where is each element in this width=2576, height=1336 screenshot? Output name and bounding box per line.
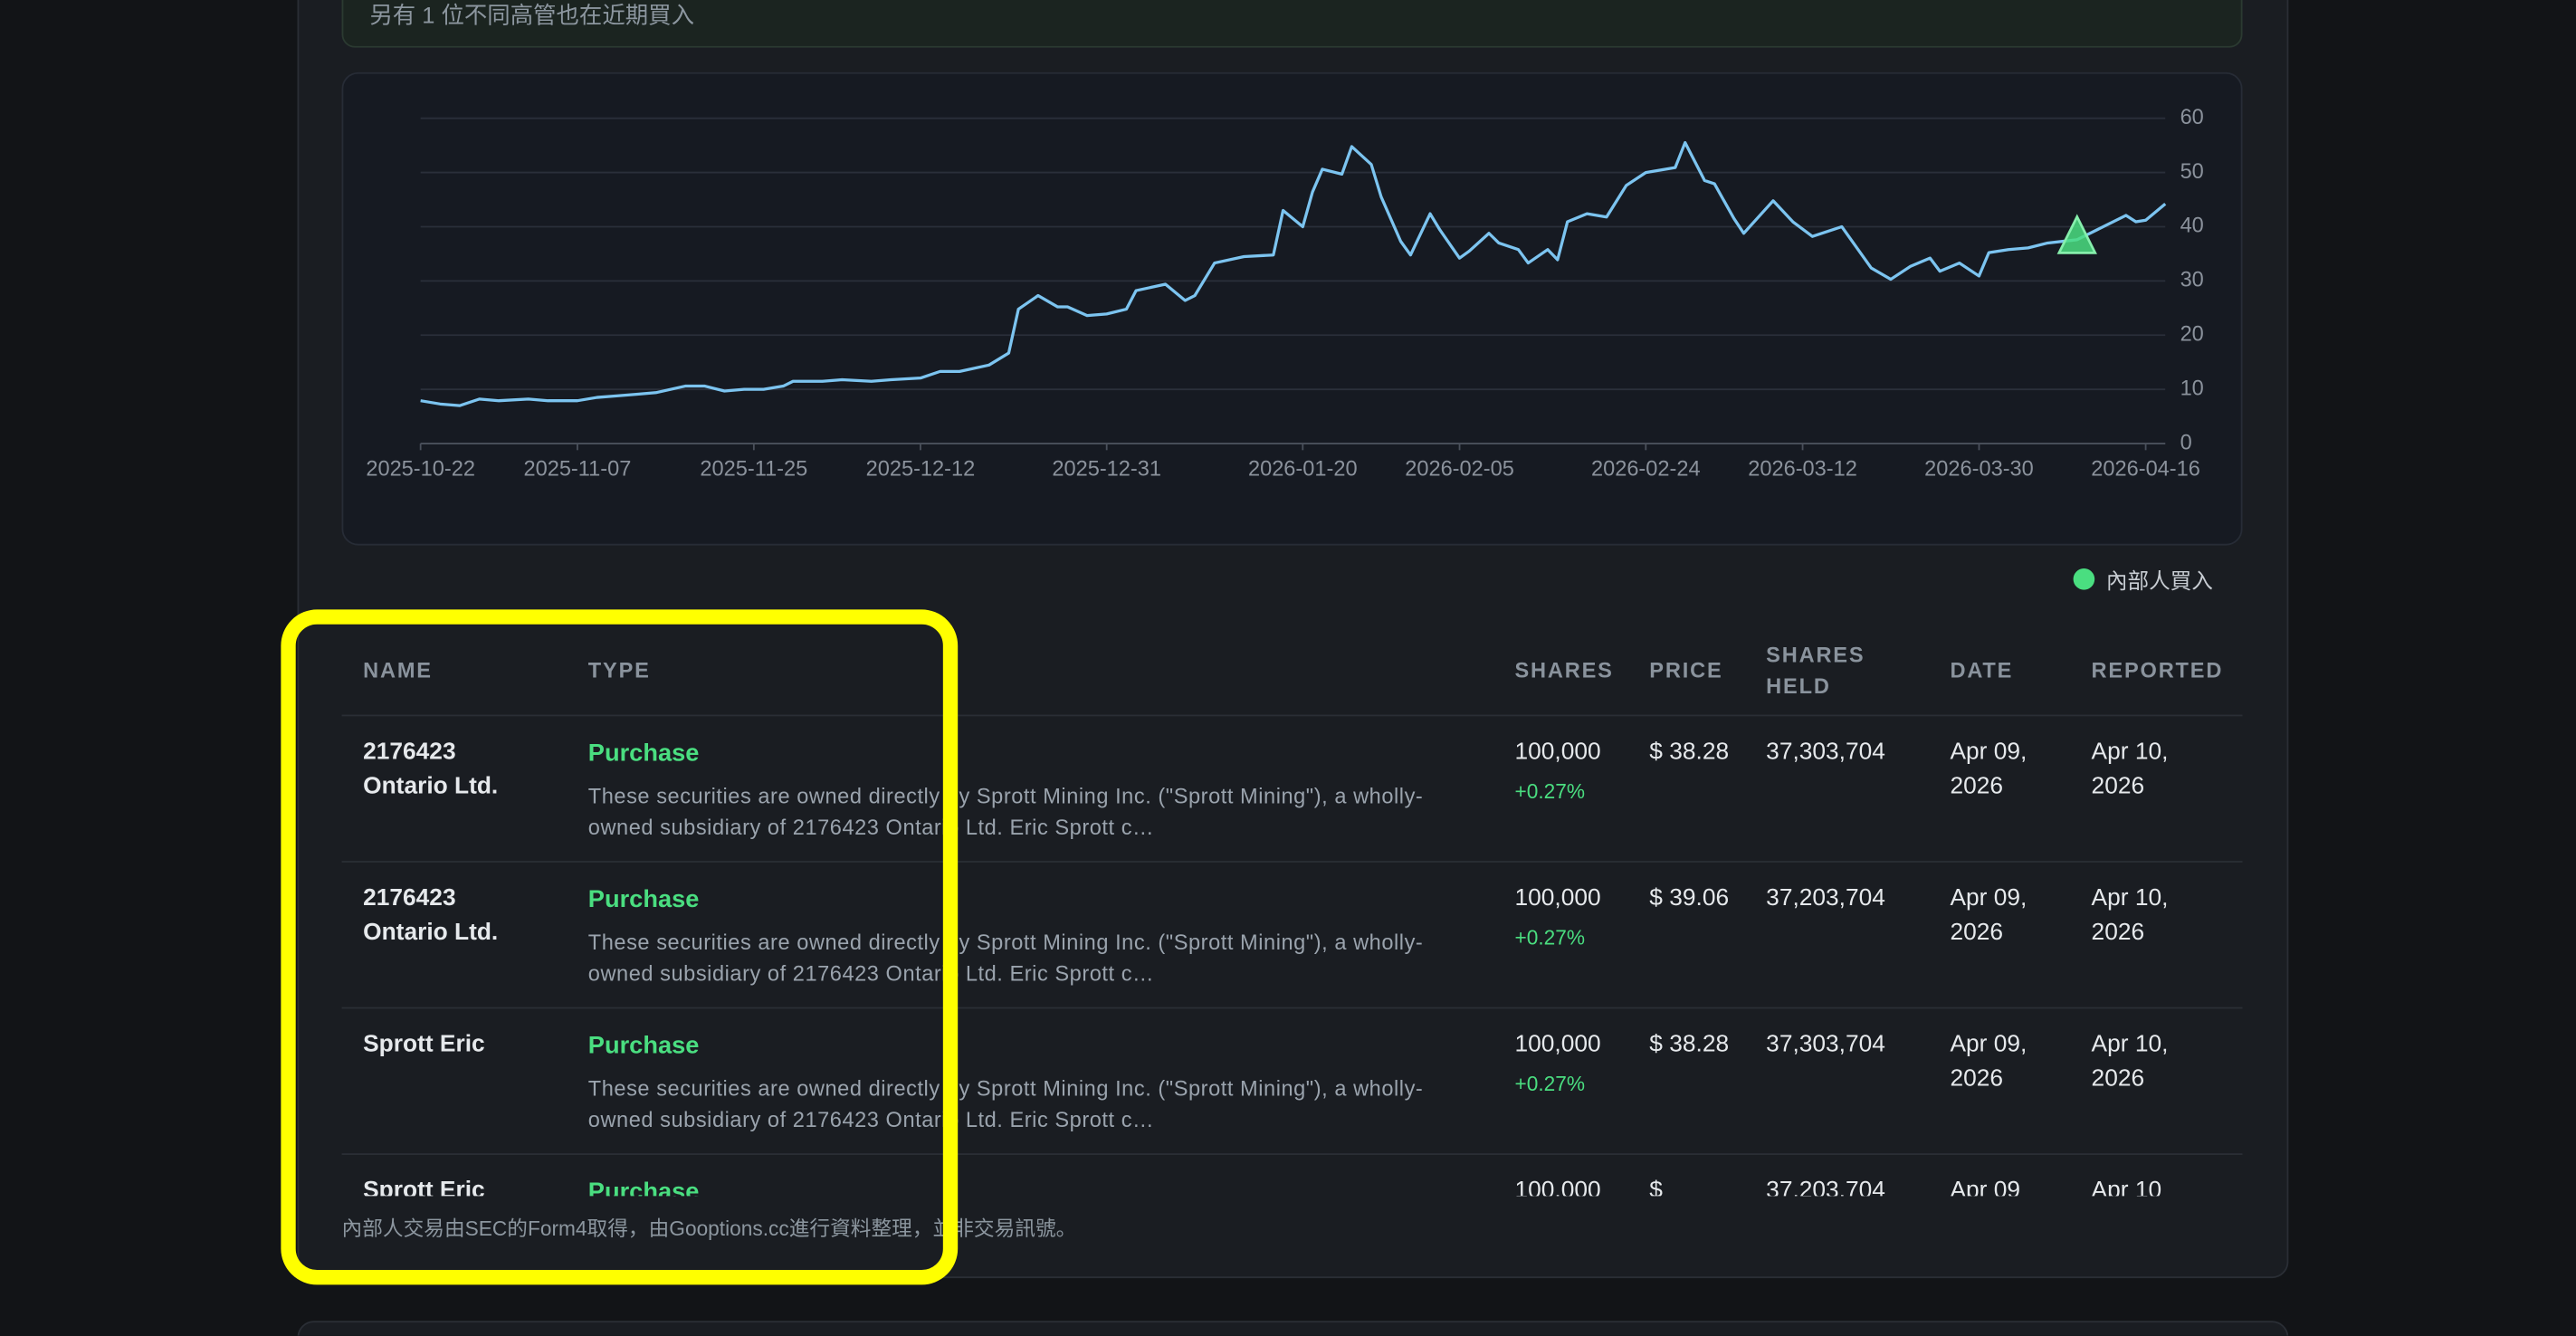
transaction-type: Purchase xyxy=(587,1178,700,1197)
x-tick-label: 2025-10-22 xyxy=(366,456,475,480)
chart-panel xyxy=(341,72,2243,546)
x-tick-label: 2026-01-20 xyxy=(1248,456,1358,480)
transaction-type: Purchase xyxy=(587,739,700,768)
banner: 另有 1 位不同高管也在近期買入 xyxy=(341,0,2243,48)
trade-date: Apr 09, 2026 xyxy=(1950,1031,2027,1093)
x-tick-label: 2026-03-30 xyxy=(1924,456,2034,480)
shares: 100,000 xyxy=(1514,885,1601,912)
y-tick-label: 30 xyxy=(2180,268,2204,291)
column-header: DATE xyxy=(1950,657,2014,682)
x-tick-label: 2025-12-31 xyxy=(1052,456,1161,480)
insider-buy-marker xyxy=(2056,214,2097,254)
table-row: Sprott Eric Purchase These securities are … xyxy=(341,1008,2243,1155)
y-tick-label: 50 xyxy=(2180,159,2204,183)
footnote: These securities are owned directly by S… xyxy=(587,783,1424,840)
shares-held: 37,203,704 xyxy=(1766,885,1885,912)
x-tick-label: 2025-11-07 xyxy=(523,456,631,480)
shares-held: 37,203,704 xyxy=(1766,1178,1885,1197)
column-header: REPORTED xyxy=(2091,657,2224,682)
holding-change: +0.27% xyxy=(1514,926,1586,950)
column-header: NAME xyxy=(363,657,433,682)
shares: 100,000 xyxy=(1514,1031,1601,1058)
reported-date: Apr 10 xyxy=(2091,1178,2162,1197)
highlight-box xyxy=(281,609,959,1285)
holding-change: +0.27% xyxy=(1514,1073,1586,1096)
y-tick-label: 20 xyxy=(2180,322,2204,346)
x-tick-label: 2026-03-12 xyxy=(1748,456,1857,480)
y-tick-label: 40 xyxy=(2180,214,2204,237)
insider-name: Sprott Eric xyxy=(363,1031,485,1058)
transaction-type: Purchase xyxy=(587,885,700,914)
reported-date: Apr 10, 2026 xyxy=(2091,1031,2169,1093)
price: $ 38.28 xyxy=(1649,739,1730,766)
column-header: TYPE xyxy=(587,657,651,682)
trade-date: Apr 09 xyxy=(1950,1178,2021,1197)
legend[interactable]: 內部人買入 xyxy=(2073,564,2213,595)
column-header: SHARES HELD xyxy=(1766,641,1865,698)
x-tick-label: 2026-02-24 xyxy=(1591,456,1701,480)
column-header: SHARES xyxy=(1514,657,1614,682)
price-line xyxy=(420,140,2167,407)
y-tick-label: 60 xyxy=(2180,105,2204,129)
insider-name: 2176423 Ontario Ltd. xyxy=(363,739,499,800)
trade-date: Apr 09, 2026 xyxy=(1950,885,2027,947)
transaction-type: Purchase xyxy=(587,1031,700,1060)
footnote: These securities are owned directly by S… xyxy=(587,1075,1424,1132)
table-row: Sprott Eric Purchase 100,000 $37,203,704 Apr… xyxy=(342,1155,2243,1196)
x-tick-label: 2026-04-16 xyxy=(2091,456,2200,480)
x-tick-label: 2025-11-25 xyxy=(700,456,807,480)
table-header: NAME TYPE SHARES PRICE SHARES HELD DATE REPORT… xyxy=(341,625,2243,717)
reported-date: Apr 10, 2026 xyxy=(2091,885,2169,947)
insider-name: Sprott Eric xyxy=(363,1178,485,1197)
table-row: 2176423 Ontario Ltd. Purchase These securi… xyxy=(341,863,2243,1009)
table-row: 2176423 Ontario Ltd. Purchase These securi… xyxy=(341,716,2243,863)
shares-held: 37,303,704 xyxy=(1766,739,1885,766)
shares: 100,000 xyxy=(1514,1178,1601,1197)
footnote: These securities are owned directly by S… xyxy=(587,930,1424,987)
y-tick-label: 10 xyxy=(2180,376,2204,399)
legend-swatch xyxy=(2073,568,2095,590)
legend-label: 內部人買入 xyxy=(2105,568,2213,594)
y-tick-label: 0 xyxy=(2180,430,2192,453)
shares: 100,000 xyxy=(1514,739,1601,766)
price: $ xyxy=(1649,1178,1663,1197)
column-header: PRICE xyxy=(1649,657,1723,682)
price: $ 38.28 xyxy=(1649,1031,1730,1058)
x-tick-label: 2026-02-05 xyxy=(1405,456,1514,480)
reported-date: Apr 10, 2026 xyxy=(2091,739,2169,800)
shares-held: 37,303,704 xyxy=(1766,1031,1885,1058)
trade-date: Apr 09, 2026 xyxy=(1950,739,2027,800)
x-tick-label: 2025-12-12 xyxy=(866,456,976,480)
table: NAME TYPE SHARES PRICE SHARES HELD DATE REPORT… xyxy=(341,625,2243,1196)
holding-change: +0.27% xyxy=(1514,780,1586,804)
price: $ 39.06 xyxy=(1649,885,1730,912)
insider-name: 2176423 Ontario Ltd. xyxy=(363,885,499,947)
